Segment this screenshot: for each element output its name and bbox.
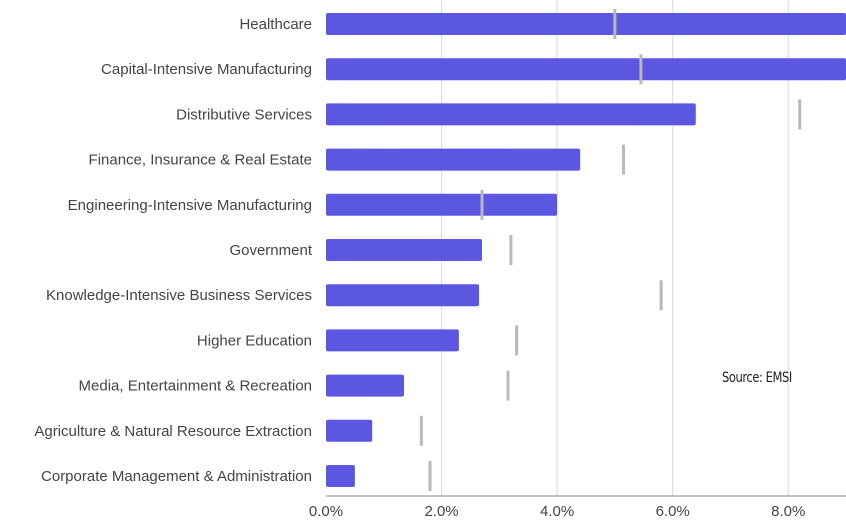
bar — [326, 193, 558, 216]
x-tick-label: 8.0% — [771, 503, 805, 520]
bar — [326, 374, 404, 397]
category-labels: Healthcare Capital-Intensive Manufacturin… — [34, 16, 312, 485]
source-note: Source: EMSI — [722, 370, 792, 386]
bar — [326, 103, 696, 126]
bar — [326, 465, 355, 487]
category-label: Higher Education — [197, 332, 312, 349]
x-tick-label: 6.0% — [656, 503, 690, 520]
bars — [326, 13, 846, 487]
bar — [326, 13, 846, 35]
comparison-markers — [419, 9, 802, 491]
category-label: Distributive Services — [176, 106, 312, 123]
category-label: Healthcare — [239, 16, 312, 33]
x-tick-label: 2.0% — [424, 503, 458, 520]
category-label: Agriculture & Natural Resource Extractio… — [34, 423, 312, 440]
category-label: Knowledge-Intensive Business Services — [46, 287, 312, 304]
category-label: Finance, Insurance & Real Estate — [89, 152, 312, 169]
x-tick-label: 0.0% — [309, 503, 343, 520]
category-label: Corporate Management & Administration — [41, 468, 312, 485]
bar — [326, 58, 846, 81]
x-tick-labels: 0.0% 2.0% 4.0% 6.0% 8.0% — [309, 503, 805, 520]
category-label: Engineering-Intensive Manufacturing — [68, 197, 312, 214]
bar — [326, 148, 581, 171]
bar — [326, 329, 459, 352]
bar — [326, 284, 480, 307]
x-tick-label: 4.0% — [540, 503, 574, 520]
category-label: Media, Entertainment & Recreation — [79, 378, 312, 395]
bar — [326, 239, 482, 261]
category-label: Government — [229, 242, 312, 259]
category-label: Capital-Intensive Manufacturing — [101, 61, 312, 78]
bar — [326, 419, 373, 442]
